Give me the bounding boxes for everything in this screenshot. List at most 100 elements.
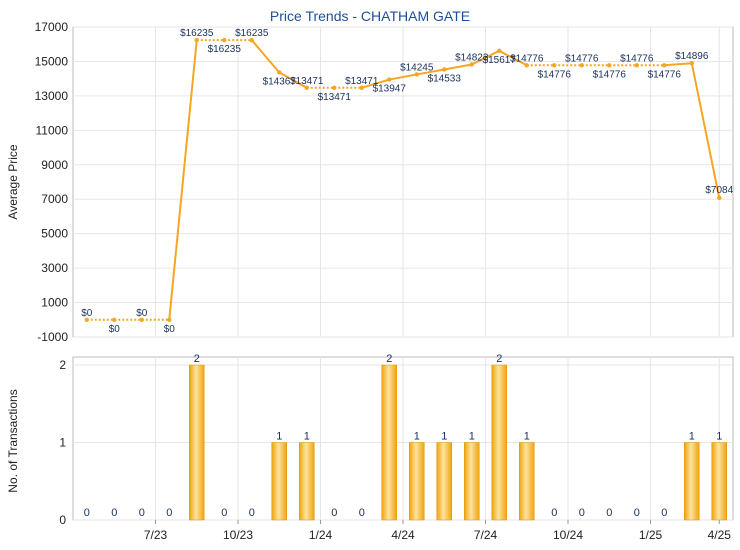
transactions-bar <box>381 364 397 521</box>
transactions-bar <box>189 364 205 521</box>
price-point <box>497 48 502 54</box>
price-line-segment <box>690 63 721 198</box>
price-y-tick-label: 9000 <box>41 158 68 172</box>
transactions-data-label: 0 <box>579 507 585 519</box>
x-tick-label: 4/25 <box>708 528 732 542</box>
price-data-label: $14896 <box>675 51 709 62</box>
price-data-label: $14823 <box>455 52 489 63</box>
price-line-segment <box>664 62 692 67</box>
transactions-bar <box>436 442 452 521</box>
transactions-data-label: 1 <box>689 431 695 443</box>
price-line-segment <box>168 40 198 320</box>
price-point <box>304 85 309 90</box>
price-data-label: $13947 <box>373 84 407 95</box>
price-y-tick-label: -1000 <box>37 330 68 344</box>
transactions-bar <box>271 442 287 521</box>
price-data-label: $14776 <box>510 53 544 64</box>
transactions-data-label: 2 <box>496 353 502 365</box>
transactions-data-label: 0 <box>661 507 667 519</box>
price-data-label: $13471 <box>290 76 324 87</box>
transactions-data-label: 1 <box>716 431 722 443</box>
transactions-data-label: 2 <box>386 353 392 365</box>
price-data-label: $14245 <box>400 62 434 73</box>
price-data-label: $14776 <box>648 69 682 80</box>
price-point <box>277 70 282 75</box>
price-data-label: $15617 <box>483 55 517 66</box>
price-data-label: $16235 <box>180 28 214 39</box>
price-line-segment <box>278 71 308 89</box>
price-point <box>469 62 474 67</box>
transactions-bar <box>684 442 700 521</box>
transactions-data-label: 1 <box>469 431 475 443</box>
price-data-label: $0 <box>81 308 93 319</box>
price-point <box>194 37 199 43</box>
transactions-data-label: 0 <box>249 507 255 519</box>
price-data-label: $0 <box>109 324 121 335</box>
price-line-segment <box>250 39 281 73</box>
price-y-tick-label: 7000 <box>41 192 68 206</box>
price-data-label: $16235 <box>235 28 269 39</box>
transactions-y-tick-label: 1 <box>59 436 66 450</box>
transactions-y-tick-label: 0 <box>59 513 66 527</box>
transactions-y-tick-label: 2 <box>59 358 66 372</box>
transactions-bar <box>299 442 315 521</box>
price-line-segment <box>416 68 445 76</box>
price-point <box>442 67 447 72</box>
transactions-data-label: 1 <box>524 431 530 443</box>
price-point <box>607 63 612 68</box>
price-point <box>222 37 227 43</box>
transactions-data-label: 0 <box>331 507 337 519</box>
price-y-tick-label: 3000 <box>41 261 68 275</box>
transactions-data-label: 0 <box>166 507 172 519</box>
price-data-label: $14776 <box>593 69 627 80</box>
price-point <box>414 72 419 77</box>
transactions-data-label: 0 <box>359 507 365 519</box>
x-tick-label: 10/23 <box>223 528 253 542</box>
price-data-label: $14776 <box>620 53 654 64</box>
price-y-tick-label: 1000 <box>41 296 68 310</box>
price-data-label: $13471 <box>318 92 352 103</box>
price-y-tick-label: 11000 <box>36 123 69 137</box>
price-line-segment <box>444 63 472 71</box>
price-point <box>689 61 694 66</box>
price-y-tick-label: 15000 <box>35 54 69 68</box>
transactions-data-label: 1 <box>304 431 310 443</box>
price-data-label: $7084 <box>705 185 733 196</box>
transactions-bar <box>409 442 425 521</box>
price-point <box>717 195 722 200</box>
transactions-data-label: 0 <box>634 507 640 519</box>
transactions-data-label: 0 <box>221 507 227 519</box>
transactions-bar <box>491 364 507 521</box>
price-line-segment <box>498 49 528 67</box>
price-data-label: $14776 <box>538 69 572 80</box>
price-point <box>634 63 639 68</box>
price-y-tick-label: 5000 <box>41 227 68 241</box>
price-point <box>167 317 172 322</box>
price-point <box>112 317 117 322</box>
transactions-data-label: 0 <box>606 507 612 519</box>
x-tick-label: 7/23 <box>144 528 168 542</box>
price-data-label: $0 <box>136 308 148 319</box>
price-y-axis-label: Average Price <box>6 144 20 219</box>
transactions-bar <box>711 442 727 521</box>
price-data-label: $13471 <box>345 76 379 87</box>
transactions-bar <box>519 442 535 521</box>
price-point <box>387 77 392 82</box>
transactions-data-label: 1 <box>276 431 282 443</box>
x-tick-label: 1/24 <box>309 528 333 542</box>
price-data-label: $14776 <box>565 53 599 64</box>
price-point <box>552 63 557 68</box>
transactions-bar <box>464 442 480 521</box>
price-line-segment <box>471 49 500 66</box>
transactions-data-label: 0 <box>111 507 117 519</box>
x-tick-label: 4/24 <box>391 528 415 542</box>
price-point <box>524 63 529 68</box>
price-point <box>139 317 144 322</box>
price-line-segment <box>361 78 390 89</box>
price-data-label: $0 <box>164 324 176 335</box>
chart-title: Price Trends - CHATHAM GATE <box>270 8 470 24</box>
price-point <box>662 63 667 68</box>
x-tick-label: 7/24 <box>474 528 498 542</box>
price-y-tick-label: 13000 <box>35 89 69 103</box>
